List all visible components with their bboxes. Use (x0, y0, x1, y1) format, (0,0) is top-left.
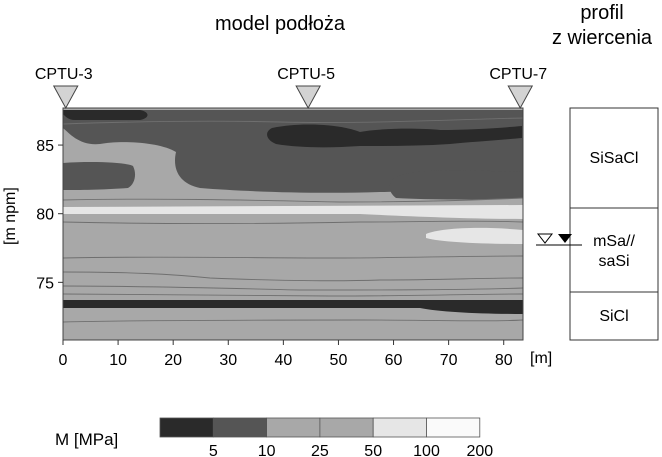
x-tick-label: 70 (440, 352, 458, 369)
y-tick-label: 80 (36, 207, 54, 224)
darkest-band-lower (63, 300, 523, 314)
profile-title-line1: profil (580, 2, 623, 24)
x-tick-label: 10 (109, 352, 127, 369)
x-tick-label: 20 (164, 352, 182, 369)
x-axis-ticks: 0 10 20 30 40 50 60 70 80 (59, 340, 513, 369)
colour-legend: M [MPa] 5 10 25 50 100 200 (55, 417, 493, 457)
layer-label-sisacl: SiSaCl (590, 150, 639, 167)
legend-tick-label: 50 (364, 443, 382, 457)
layer-label-msa-line2: saSi (598, 253, 629, 270)
model-frame (62, 107, 524, 341)
light-band-upper (63, 205, 523, 219)
cptu-label: CPTU-5 (277, 66, 335, 83)
legend-swatch (212, 417, 268, 438)
x-tick-label: 80 (495, 352, 513, 369)
legend-swatch (159, 417, 214, 438)
x-tick-label: 60 (385, 352, 403, 369)
y-axis-ticks: 75 80 85 (36, 138, 63, 292)
legend-tick-label: 200 (466, 443, 493, 457)
y-axis-label: [m npm] (2, 187, 19, 245)
layer-label-sicl: SiCl (599, 308, 628, 325)
x-tick-label: 30 (219, 352, 237, 369)
x-tick-label: 50 (330, 352, 348, 369)
light-lens-right (426, 227, 523, 244)
borehole-profile: SiSaCl mSa// saSi SiCl (569, 107, 659, 341)
dark-lens-right (389, 170, 523, 200)
legend-swatch (426, 417, 481, 438)
cptu-label: CPTU-3 (35, 66, 93, 83)
contour-lines (62, 117, 524, 323)
cptu-markers: CPTU-3 CPTU-5 CPTU-7 (35, 66, 547, 110)
layer-label-msa-line1: mSa// (593, 233, 635, 250)
model-title: model podłoża (215, 13, 346, 35)
darkest-lens-middle (267, 124, 522, 148)
x-tick-label: 40 (274, 352, 292, 369)
x-tick-label: 0 (59, 352, 68, 369)
x-axis-label: [m] (530, 350, 552, 367)
dark-lens-left (63, 162, 136, 190)
model-section (62, 107, 524, 341)
darkest-cap (63, 110, 148, 120)
cptu-triangle-marker (295, 85, 321, 110)
profile-column (569, 107, 659, 341)
y-tick-label: 75 (36, 275, 54, 292)
legend-tick-labels: 5 10 25 50 100 200 (209, 443, 493, 457)
cptu-triangle-marker (52, 85, 79, 110)
cptu-label: CPTU-7 (489, 66, 547, 83)
water-level-filled-triangle (558, 234, 572, 243)
legend-tick-label: 10 (258, 443, 276, 457)
cptu-triangle-marker (507, 85, 534, 110)
water-level-open-triangle (536, 233, 554, 244)
legend-tick-label: 25 (311, 443, 329, 457)
groundwater-level-icon (536, 233, 582, 246)
legend-swatch (266, 417, 321, 438)
legend-tick-label: 100 (413, 443, 440, 457)
legend-swatch (372, 417, 427, 438)
legend-swatch (319, 417, 374, 438)
y-tick-label: 85 (36, 138, 54, 155)
profile-title-line2: z wiercenia (552, 27, 653, 49)
legend-tick-label: 5 (209, 443, 218, 457)
legend-title: M [MPa] (55, 430, 118, 449)
legend-swatches (159, 417, 481, 438)
